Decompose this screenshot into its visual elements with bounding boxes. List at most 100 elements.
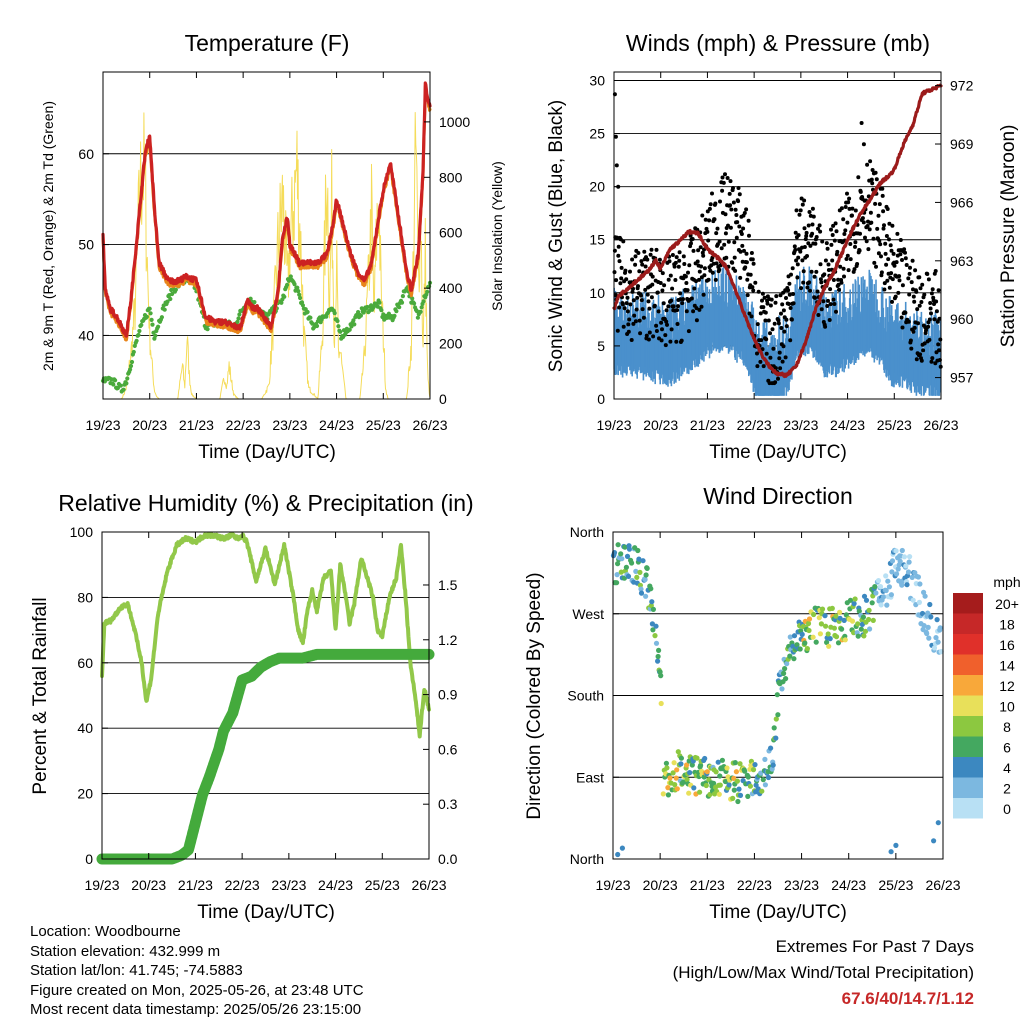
gust-point bbox=[631, 321, 636, 326]
gust-point bbox=[846, 200, 851, 205]
gust-point bbox=[889, 248, 894, 253]
temperature-series bbox=[101, 81, 432, 342]
gust-point bbox=[731, 186, 735, 190]
gust-point bbox=[736, 186, 741, 190]
gust-point bbox=[810, 206, 815, 211]
direction-point bbox=[799, 631, 805, 638]
gust-point bbox=[669, 298, 674, 303]
gust-point bbox=[932, 317, 937, 322]
dewpoint-point bbox=[415, 315, 420, 320]
gust-point bbox=[861, 220, 866, 225]
gust-point bbox=[776, 318, 781, 323]
speed-legend-label: 2 bbox=[1003, 781, 1011, 797]
gust-point bbox=[736, 199, 741, 204]
gust-point bbox=[686, 270, 690, 275]
direction-point bbox=[614, 572, 620, 578]
direction-point bbox=[650, 627, 656, 633]
gust-point bbox=[660, 288, 665, 293]
gust-point bbox=[669, 327, 674, 332]
dewpoint-point bbox=[147, 306, 152, 311]
direction-point bbox=[935, 639, 941, 645]
humidity-ytick-label: 100 bbox=[70, 524, 94, 540]
direction-point bbox=[847, 597, 854, 603]
gust-point bbox=[723, 172, 727, 177]
direction-point bbox=[642, 576, 648, 583]
direction-point bbox=[765, 774, 772, 781]
gust-point bbox=[879, 270, 884, 275]
gust-point bbox=[882, 223, 886, 228]
gust-point bbox=[750, 285, 755, 290]
gust-point bbox=[758, 311, 763, 316]
dewpoint-point bbox=[397, 305, 402, 310]
direction-point bbox=[779, 686, 785, 692]
gust-point bbox=[710, 270, 715, 275]
gust-point bbox=[788, 338, 793, 343]
gust-point bbox=[637, 269, 642, 274]
humidity-panel: Relative Humidity (%) & Precipitation (i… bbox=[30, 490, 474, 923]
direction-point bbox=[885, 578, 891, 584]
gust-point bbox=[646, 337, 651, 342]
gust-point bbox=[815, 289, 820, 294]
gust-point bbox=[724, 255, 729, 260]
direction-point bbox=[689, 762, 695, 768]
gust-point bbox=[663, 333, 668, 338]
humidity-xtick-label: 25/23 bbox=[365, 877, 400, 893]
dewpoint-point bbox=[128, 367, 133, 372]
direction-point bbox=[888, 592, 895, 598]
dewpoint-point bbox=[236, 316, 241, 321]
direction-point bbox=[653, 623, 659, 629]
direction-point bbox=[818, 621, 825, 627]
speed-legend-swatch bbox=[953, 593, 983, 614]
speed-legend-title: mph bbox=[993, 574, 1020, 590]
direction-point bbox=[924, 630, 930, 637]
gust-point bbox=[668, 339, 673, 344]
gust-point bbox=[652, 303, 657, 308]
direction-point bbox=[742, 768, 748, 774]
direction-point bbox=[856, 608, 862, 614]
solar-insolation-series bbox=[102, 112, 431, 400]
gust-point bbox=[918, 286, 923, 291]
pressure-ytick-label: 972 bbox=[950, 78, 974, 94]
direction-point bbox=[637, 569, 643, 576]
direction-point bbox=[926, 635, 932, 641]
direction-point bbox=[736, 786, 742, 792]
gust-point bbox=[832, 302, 837, 306]
direction-xtick-label: 25/23 bbox=[878, 877, 913, 893]
direction-point bbox=[933, 635, 939, 641]
gust-point bbox=[697, 269, 702, 274]
gust-point bbox=[778, 293, 783, 298]
gust-point bbox=[638, 331, 643, 336]
gust-point bbox=[833, 221, 838, 226]
dewpoint-point bbox=[358, 313, 363, 318]
humidity-ytick-label: 40 bbox=[77, 720, 93, 736]
speed-legend: mph 20+ 18 16 14 12 10 8 6 4 2 0 bbox=[953, 574, 1021, 819]
gust-point bbox=[666, 277, 671, 282]
gust-point bbox=[755, 364, 760, 369]
gust-point bbox=[879, 254, 883, 259]
gust-point bbox=[624, 301, 629, 306]
gust-point bbox=[786, 302, 791, 306]
gust-point bbox=[887, 237, 891, 242]
gust-point bbox=[689, 241, 693, 246]
gust-point bbox=[615, 328, 620, 333]
direction-point bbox=[824, 639, 830, 646]
direction-point bbox=[737, 792, 744, 799]
gust-point bbox=[919, 358, 924, 363]
direction-point bbox=[775, 712, 781, 718]
gust-point bbox=[630, 289, 635, 294]
direction-point bbox=[733, 769, 740, 775]
direction-point bbox=[618, 569, 624, 575]
gust-point bbox=[753, 280, 758, 285]
gust-point bbox=[674, 339, 679, 344]
gust-point bbox=[759, 338, 764, 343]
direction-point bbox=[907, 554, 913, 560]
direction-point bbox=[855, 621, 861, 627]
direction-point bbox=[760, 777, 766, 783]
dewpoint-point bbox=[124, 381, 129, 386]
gust-point bbox=[768, 355, 773, 360]
gust-point bbox=[697, 307, 702, 312]
gust-point bbox=[786, 288, 791, 293]
gust-point bbox=[755, 351, 759, 356]
dewpoint-point bbox=[296, 289, 301, 294]
direction-point bbox=[726, 782, 732, 788]
